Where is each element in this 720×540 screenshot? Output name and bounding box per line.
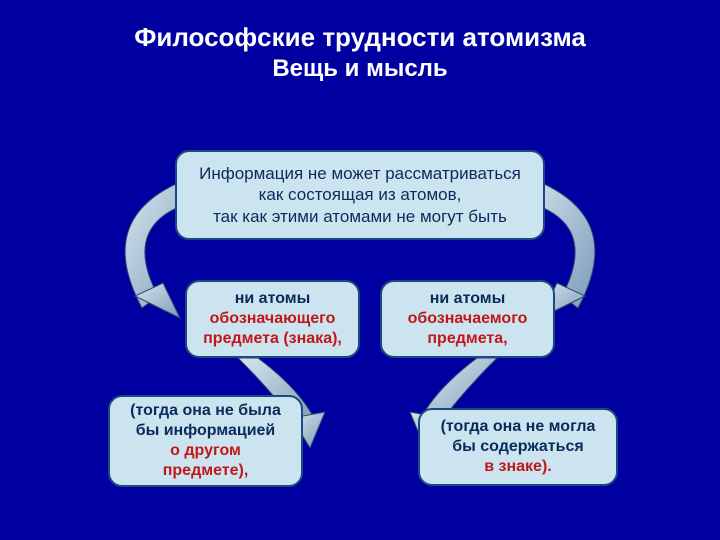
box-bl-red1: о другом <box>170 441 241 461</box>
box-left-navy: ни атомы <box>235 289 311 309</box>
box-right-red2: предмета, <box>427 329 507 349</box>
box-bl-red2: предмете), <box>163 461 249 481</box>
box-right-navy: ни атомы <box>430 289 506 309</box>
box-br-red1: в знаке). <box>484 457 551 477</box>
box-right-red1: обозначаемого <box>408 309 528 329</box>
box-left-red2: предмета (знака), <box>203 329 342 349</box>
box-left-red1: обозначающего <box>210 309 336 329</box>
box-left: ни атомы обозначающего предмета (знака), <box>185 280 360 358</box>
box-top-line1: Информация не может рассматриваться <box>199 163 521 184</box>
box-br-navy1: (тогда она не могла <box>441 417 596 437</box>
box-top-line2: как состоящая из атомов, <box>259 184 462 205</box>
box-bl-navy2: бы информацией <box>136 421 276 441</box>
box-bl-navy1: (тогда она не была <box>130 401 281 421</box>
box-br-navy2: бы содержаться <box>452 437 583 457</box>
box-right: ни атомы обозначаемого предмета, <box>380 280 555 358</box>
box-top-line3: так как этими атомами не могут быть <box>213 206 507 227</box>
box-top: Информация не может рассматриваться как … <box>175 150 545 240</box>
box-bottom-right: (тогда она не могла бы содержаться в зна… <box>418 408 618 486</box>
box-bottom-left: (тогда она не была бы информацией о друг… <box>108 395 303 487</box>
